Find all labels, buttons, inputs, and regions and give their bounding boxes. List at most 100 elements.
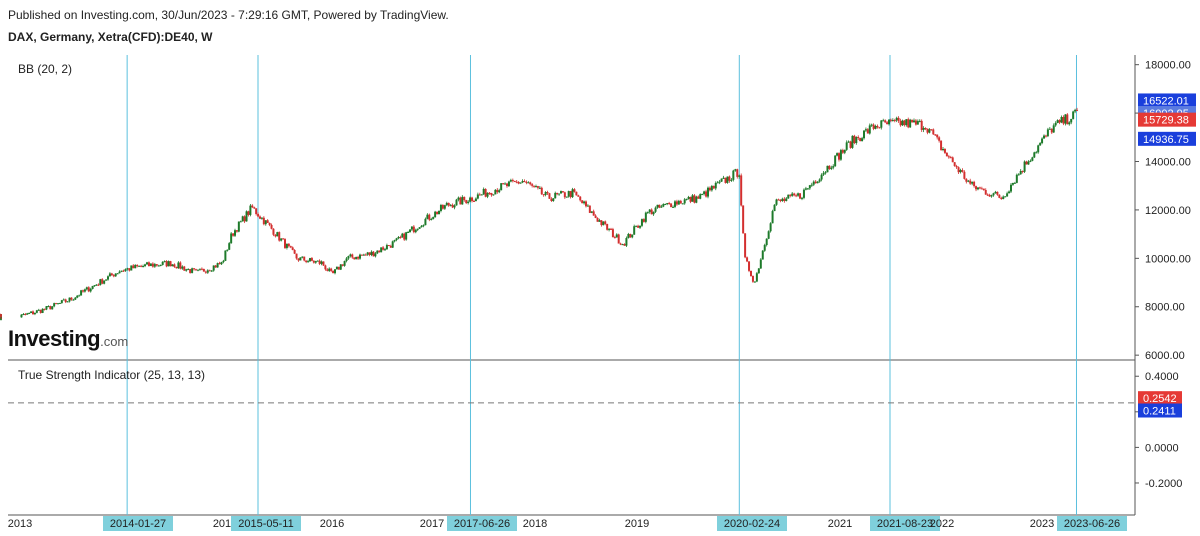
candle-body [171, 264, 174, 267]
candle-body [451, 204, 454, 208]
candle-body [705, 191, 708, 197]
candle-body [93, 285, 96, 287]
candle-body [322, 261, 325, 266]
price-badge-label: 15729.38 [1143, 115, 1189, 127]
candle-body [198, 268, 201, 270]
candle-body [177, 262, 180, 269]
candle-body [200, 268, 203, 270]
candle-body [573, 189, 576, 192]
x-tick-label: 2015-05-11 [238, 518, 293, 530]
candle-body [761, 250, 764, 260]
candle-body [496, 189, 499, 193]
candle-body [874, 125, 877, 129]
candle-body [80, 290, 83, 296]
candle-body [420, 225, 423, 228]
candles-group [0, 107, 1079, 321]
candle-body [368, 252, 371, 255]
candle-body [251, 205, 254, 208]
date-badge [717, 516, 787, 531]
candle-body [668, 203, 671, 205]
candle-body [685, 198, 688, 200]
candle-body [519, 182, 522, 184]
candle-body [928, 129, 931, 133]
candle-body [957, 167, 960, 173]
candle-body [297, 258, 300, 261]
x-tick-label: 2021 [828, 518, 852, 530]
candle-body [949, 157, 952, 159]
candle-body [418, 227, 421, 229]
candle-body [859, 138, 862, 142]
candle-body [608, 228, 611, 230]
candle-body [779, 199, 782, 202]
candle-body [594, 215, 597, 218]
candle-body [942, 149, 945, 151]
candle-body [967, 180, 970, 182]
candle-body [169, 261, 172, 267]
candle-body [701, 194, 704, 196]
candle-body [89, 288, 92, 292]
candle-body [639, 225, 642, 228]
date-badge [870, 516, 940, 531]
candle-body [973, 181, 976, 187]
candle-body [590, 211, 593, 213]
candle-body [855, 136, 858, 144]
candle-body [1050, 128, 1053, 133]
candle-body [289, 246, 292, 248]
candle-body [554, 192, 557, 199]
candle-body [834, 155, 837, 167]
candle-body [274, 234, 277, 237]
candle-body [165, 261, 168, 267]
candle-body [432, 217, 435, 219]
candle-body [1013, 182, 1016, 184]
candle-body [677, 200, 680, 205]
candle-body [280, 238, 283, 241]
candle-body [287, 243, 290, 247]
candle-body [822, 172, 825, 175]
candle-body [222, 260, 225, 263]
candle-body [247, 211, 250, 215]
candle-body [903, 120, 906, 126]
x-tick-label: 2019 [625, 518, 649, 530]
candle-body [295, 253, 298, 259]
candle-body [1060, 117, 1063, 123]
candle-body [959, 170, 962, 173]
candle-body [909, 119, 912, 128]
candle-body [775, 199, 778, 205]
price-badge [1138, 112, 1196, 127]
candle-body [800, 197, 803, 199]
candle-body [810, 184, 813, 186]
candle-body [243, 216, 246, 222]
candle-body [193, 268, 196, 270]
candle-body [224, 250, 227, 261]
candle-body [799, 193, 802, 199]
x-tick-label: 2018 [523, 518, 547, 530]
candle-body [301, 256, 304, 258]
candle-body [249, 205, 252, 215]
candle-body [492, 194, 495, 196]
candle-body [870, 124, 873, 126]
candle-body [1019, 170, 1022, 175]
candle-body [291, 247, 294, 250]
candle-body [826, 165, 829, 173]
candle-body [951, 157, 954, 163]
candle-body [284, 239, 286, 248]
candle-body [264, 220, 267, 225]
candle-body [382, 247, 385, 250]
candle-body [181, 266, 184, 269]
candle-body [577, 195, 580, 197]
candle-body [808, 185, 811, 189]
candle-body [771, 211, 774, 224]
candle-body [253, 207, 256, 209]
candle-body [120, 270, 123, 272]
candle-body [679, 200, 682, 204]
candle-body [558, 193, 561, 195]
candle-body [913, 120, 915, 123]
candle-body [765, 238, 768, 246]
candle-body [469, 197, 472, 202]
candle-body [441, 204, 444, 209]
candle-body [980, 188, 983, 190]
price-tick-label: 6000.00 [1145, 350, 1185, 362]
candle-body [1029, 160, 1032, 162]
candle-body [1006, 193, 1009, 197]
candle-body [266, 220, 269, 223]
